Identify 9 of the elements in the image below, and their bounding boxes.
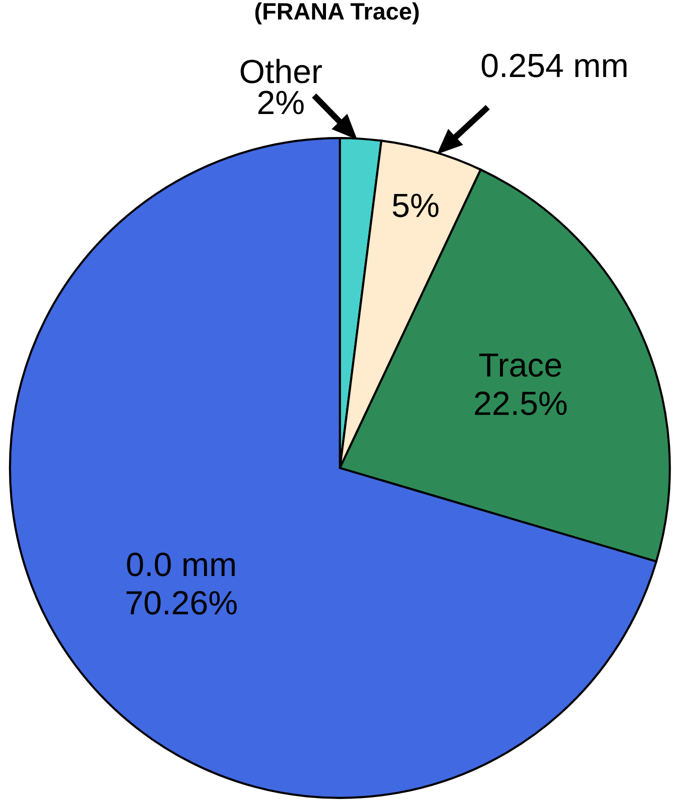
data-label: 5%	[392, 194, 438, 218]
data-label: 2%	[258, 90, 304, 114]
slice-label: Trace	[479, 354, 562, 377]
data-label: 22.5%	[474, 392, 567, 416]
data-label: 70.26%	[126, 591, 237, 615]
slice-label: 0.254 mm	[482, 54, 626, 78]
slice-label: 0.0 mm	[127, 552, 235, 576]
chart-title: (FRANA Trace)	[255, 2, 419, 24]
slice-label: Other	[240, 58, 322, 84]
